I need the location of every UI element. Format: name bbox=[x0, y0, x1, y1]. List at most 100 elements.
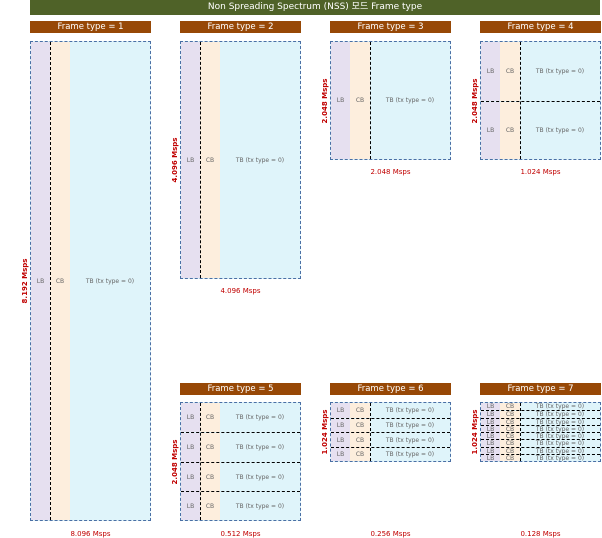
cb-cell: CB bbox=[500, 101, 520, 159]
cb-cell: CB bbox=[350, 403, 370, 418]
lb-cell: LB bbox=[331, 433, 350, 448]
cb-cell: CB bbox=[200, 433, 220, 463]
divider-line bbox=[370, 403, 371, 461]
lb-cell: LB bbox=[481, 42, 500, 101]
frame-row: LB CB TB (tx type = 0) bbox=[331, 403, 450, 418]
frame-row: LB CB TB (tx type = 0) bbox=[481, 42, 600, 101]
frame-header: Frame type = 1 bbox=[30, 21, 151, 33]
divider-line bbox=[200, 403, 201, 520]
frame-box: LB CB TB (tx type = 0) LB CB TB (tx type = 0)… bbox=[180, 402, 301, 521]
tb-cell: TB (tx type = 0) bbox=[535, 67, 585, 75]
cb-cell: CB bbox=[200, 403, 220, 433]
frame-row: LB CB TB (tx type = 0) bbox=[481, 424, 600, 433]
tb-cell: TB (tx type = 0) bbox=[535, 447, 585, 455]
cb-cell: CB bbox=[200, 491, 220, 520]
lb-cell: LB bbox=[481, 447, 500, 455]
divider-line bbox=[200, 42, 201, 278]
bottom-rate-label: 8.096 Msps bbox=[70, 530, 111, 538]
frame-row: LB CB TB (tx type = 0) bbox=[481, 453, 600, 462]
cb-cell: CB bbox=[500, 425, 520, 433]
frame-box: LB CB TB (tx type = 0) LB CB TB (tx type = 0)… bbox=[330, 402, 451, 462]
diagram-title: Non Spreading Spectrum (NSS) 모드 Frame ty… bbox=[30, 0, 600, 15]
side-rate-label: 4.096 Msps bbox=[171, 137, 179, 183]
bottom-rate-label: 0.256 Msps bbox=[370, 530, 411, 538]
cb-cell: CB bbox=[350, 447, 370, 461]
tb-cell: TB (tx type = 0) bbox=[535, 403, 585, 411]
frame-row: LB CB TB (tx type = 0) bbox=[481, 410, 600, 419]
lb-cell: LB bbox=[331, 403, 350, 418]
divider-line bbox=[520, 42, 521, 159]
lb-cell: LB bbox=[331, 42, 350, 159]
lb-cell: LB bbox=[481, 101, 500, 159]
tb-cell: TB (tx type = 0) bbox=[535, 127, 585, 135]
frame-row: LB CB TB (tx type = 0) bbox=[331, 446, 450, 461]
side-rate-label: 2.048 Msps bbox=[471, 78, 479, 123]
frame-row: LB CB TB (tx type = 0) bbox=[181, 490, 300, 520]
cb-cell: CB bbox=[50, 42, 70, 520]
lb-cell: LB bbox=[481, 411, 500, 419]
bottom-rate-label: 0.128 Msps bbox=[520, 530, 561, 538]
cb-cell: CB bbox=[200, 42, 220, 278]
tb-cell: TB (tx type = 0) bbox=[85, 277, 135, 285]
cb-cell: CB bbox=[500, 418, 520, 426]
lb-cell: LB bbox=[31, 42, 50, 520]
cb-cell: CB bbox=[350, 433, 370, 448]
lb-cell: LB bbox=[181, 462, 200, 492]
lb-cell: LB bbox=[481, 418, 500, 426]
cb-cell: CB bbox=[350, 418, 370, 433]
side-rate-label: 1.024 Msps bbox=[471, 409, 479, 455]
frame-row: LB CB TB (tx type = 0) bbox=[481, 403, 600, 411]
frame-row: LB CB TB (tx type = 0) bbox=[331, 42, 450, 159]
lb-cell: LB bbox=[481, 440, 500, 448]
cb-cell: CB bbox=[500, 454, 520, 461]
frame-row: LB CB TB (tx type = 0) bbox=[331, 417, 450, 433]
frame-row: LB CB TB (tx type = 0) bbox=[31, 42, 150, 520]
frame-header: Frame type = 5 bbox=[180, 383, 301, 395]
lb-cell: LB bbox=[481, 403, 500, 411]
lb-cell: LB bbox=[181, 491, 200, 520]
divider-line bbox=[520, 403, 521, 461]
tb-cell: TB (tx type = 0) bbox=[235, 444, 285, 452]
lb-cell: LB bbox=[181, 42, 200, 278]
tb-cell: TB (tx type = 0) bbox=[385, 422, 435, 430]
frame-header: Frame type = 4 bbox=[480, 21, 601, 33]
cb-cell: CB bbox=[500, 440, 520, 448]
tb-cell: TB (tx type = 0) bbox=[535, 425, 585, 433]
tb-cell: TB (tx type = 0) bbox=[385, 406, 435, 414]
frame-row: LB CB TB (tx type = 0) bbox=[481, 432, 600, 441]
cb-cell: CB bbox=[350, 42, 370, 159]
tb-cell: TB (tx type = 0) bbox=[385, 451, 435, 459]
cb-cell: CB bbox=[500, 403, 520, 411]
frame-header: Frame type = 7 bbox=[480, 383, 601, 395]
frame-row: LB CB TB (tx type = 0) bbox=[481, 439, 600, 448]
lb-cell: LB bbox=[181, 403, 200, 433]
lb-cell: LB bbox=[481, 433, 500, 441]
bottom-rate-label: 1.024 Msps bbox=[520, 168, 561, 176]
tb-cell: TB (tx type = 0) bbox=[385, 436, 435, 444]
frame-row: LB CB TB (tx type = 0) bbox=[181, 461, 300, 492]
tb-cell: TB (tx type = 0) bbox=[535, 454, 585, 462]
frame-row: LB CB TB (tx type = 0) bbox=[181, 403, 300, 433]
side-rate-label: 2.048 Msps bbox=[171, 439, 179, 484]
lb-cell: LB bbox=[181, 433, 200, 463]
bottom-rate-label: 2.048 Msps bbox=[370, 168, 411, 176]
cb-cell: CB bbox=[500, 42, 520, 101]
lb-cell: LB bbox=[331, 418, 350, 433]
frame-header: Frame type = 2 bbox=[180, 21, 301, 33]
tb-cell: TB (tx type = 0) bbox=[535, 411, 585, 419]
frame-row: LB CB TB (tx type = 0) bbox=[481, 100, 600, 159]
frame-box: LB CB TB (tx type = 0) bbox=[180, 41, 301, 279]
frame-box: LB CB TB (tx type = 0) LB CB TB (tx type = 0) bbox=[480, 41, 601, 160]
frame-row: LB CB TB (tx type = 0) bbox=[181, 432, 300, 463]
frame-header: Frame type = 6 bbox=[330, 383, 451, 395]
cb-cell: CB bbox=[500, 447, 520, 455]
tb-cell: TB (tx type = 0) bbox=[235, 502, 285, 510]
frame-row: LB CB TB (tx type = 0) bbox=[181, 42, 300, 278]
tb-cell: TB (tx type = 0) bbox=[535, 440, 585, 448]
tb-cell: TB (tx type = 0) bbox=[535, 433, 585, 441]
side-rate-label: 1.024 Msps bbox=[321, 409, 329, 455]
tb-cell: TB (tx type = 0) bbox=[235, 473, 285, 481]
side-rate-label: 8.192 Msps bbox=[21, 258, 29, 304]
frame-row: LB CB TB (tx type = 0) bbox=[481, 417, 600, 426]
tb-cell: TB (tx type = 0) bbox=[235, 156, 285, 164]
